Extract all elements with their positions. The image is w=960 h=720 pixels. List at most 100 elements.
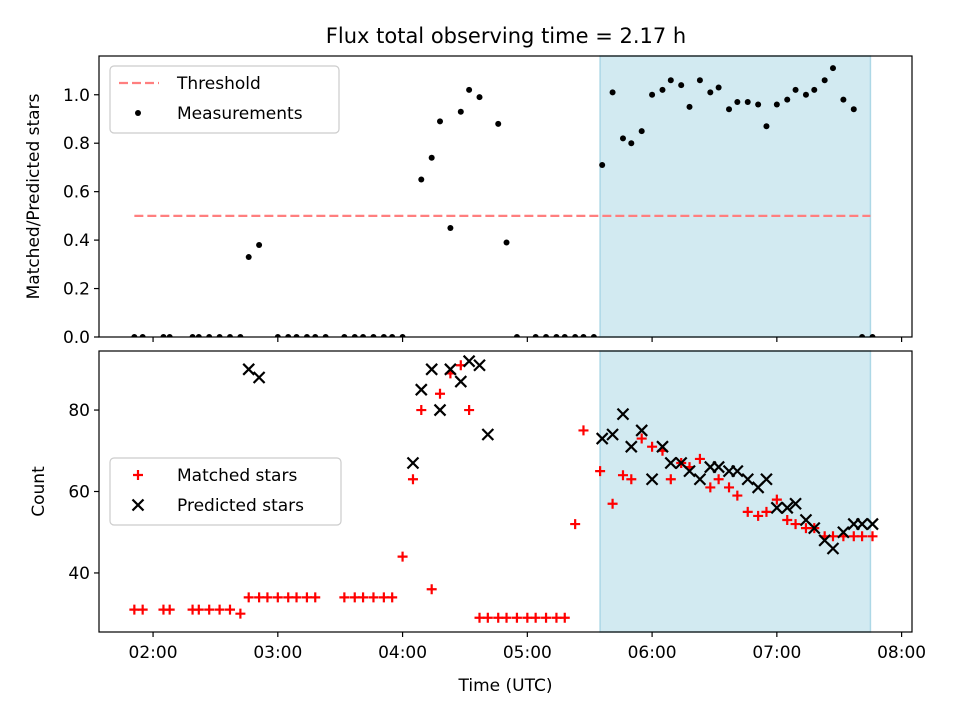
measurement-point bbox=[678, 82, 685, 89]
legend-measurement-swatch bbox=[135, 110, 141, 116]
measurement-point bbox=[139, 334, 146, 337]
predicted-star-point bbox=[683, 464, 696, 478]
measurement-point bbox=[285, 334, 292, 337]
measurement-point bbox=[237, 334, 244, 337]
measurement-point bbox=[189, 334, 196, 337]
matched-star-point bbox=[665, 474, 676, 485]
matched-star-point bbox=[617, 470, 628, 481]
y-tick-label: 1.0 bbox=[63, 86, 90, 106]
predicted-star-point bbox=[444, 363, 457, 376]
measurement-point bbox=[726, 106, 733, 113]
matched-star-point bbox=[193, 604, 204, 615]
matched-star-point bbox=[713, 474, 724, 485]
matched-star-point bbox=[578, 425, 589, 436]
legend-label: Matched stars bbox=[177, 466, 297, 486]
matched-star-point bbox=[387, 592, 398, 603]
predicted-star-point bbox=[595, 432, 609, 445]
y-tick-label: 0.0 bbox=[63, 328, 90, 348]
measurement-point bbox=[869, 334, 876, 337]
matched-star-point bbox=[742, 506, 753, 517]
x-tick-label: 03:00 bbox=[253, 643, 302, 663]
measurement-point bbox=[418, 176, 425, 183]
series-matched-stars bbox=[129, 360, 878, 623]
observing-window-band bbox=[599, 55, 872, 338]
measurement-point bbox=[628, 140, 635, 147]
measurement-point bbox=[370, 334, 377, 337]
measurement-point bbox=[734, 99, 741, 106]
matched-star-point bbox=[724, 482, 735, 493]
predicted-star-point bbox=[712, 460, 725, 474]
figure-title: Flux total observing time = 2.17 h bbox=[326, 24, 686, 48]
measurement-point bbox=[667, 77, 674, 84]
plot-area bbox=[131, 65, 876, 337]
y-tick-label: 0.2 bbox=[63, 280, 90, 300]
measurement-point bbox=[659, 86, 666, 93]
observing-window-band bbox=[599, 350, 872, 633]
measurement-point bbox=[293, 334, 300, 337]
measurement-point bbox=[859, 334, 866, 337]
matched-star-point bbox=[511, 612, 522, 623]
predicted-star-point bbox=[454, 375, 468, 388]
measurement-point bbox=[696, 77, 703, 84]
predicted-star-point bbox=[481, 428, 495, 441]
measurement-point bbox=[829, 65, 836, 72]
matched-star-point bbox=[501, 612, 512, 623]
measurement-point bbox=[580, 334, 587, 337]
matched-star-point bbox=[732, 490, 743, 501]
measurement-point bbox=[303, 334, 310, 337]
measurement-point bbox=[707, 89, 714, 96]
x-tick-label: 04:00 bbox=[378, 643, 427, 663]
predicted-star-point bbox=[731, 464, 744, 478]
measurement-point bbox=[466, 86, 473, 93]
measurement-point bbox=[341, 334, 348, 337]
predicted-star-point bbox=[462, 354, 476, 368]
measurement-point bbox=[360, 334, 367, 337]
measurement-point bbox=[399, 334, 406, 337]
measurement-point bbox=[686, 103, 693, 110]
legend-matched-swatch bbox=[133, 470, 143, 480]
measurement-point bbox=[322, 334, 329, 337]
legend: Matched stars Predicted stars bbox=[109, 457, 342, 526]
x-tick-label: 08:00 bbox=[877, 643, 926, 663]
measurement-point bbox=[802, 91, 809, 98]
measurement-point bbox=[715, 84, 722, 91]
predicted-star-point bbox=[433, 403, 447, 417]
predicted-star-point bbox=[760, 473, 773, 486]
matched-star-point bbox=[559, 612, 570, 623]
measurement-point bbox=[513, 334, 520, 337]
measurement-point bbox=[389, 334, 396, 337]
matched-star-point bbox=[570, 519, 581, 530]
matched-star-point bbox=[235, 608, 246, 619]
matched-star-point bbox=[272, 592, 283, 603]
x-tick-label: 02:00 bbox=[129, 643, 178, 663]
predicted-star-point bbox=[406, 456, 420, 470]
measurement-point bbox=[821, 77, 828, 84]
matched-star-point bbox=[204, 604, 215, 615]
measurement-point bbox=[572, 334, 579, 337]
predicted-star-point bbox=[606, 428, 619, 441]
legend: Threshold Measurements bbox=[109, 65, 340, 134]
matched-star-point bbox=[857, 531, 868, 542]
measurement-point bbox=[792, 86, 799, 93]
matched-star-point bbox=[790, 519, 801, 530]
matched-star-point bbox=[753, 510, 764, 521]
legend-box bbox=[109, 65, 340, 134]
x-axis-label: Time (UTC) bbox=[458, 676, 553, 696]
measurement-point bbox=[784, 96, 791, 103]
matched-star-point bbox=[224, 604, 235, 615]
matched-star-point bbox=[782, 515, 793, 526]
top-panel-flux-ratio: 0.0 0.2 0.4 0.6 0.8 1.0 Matched/Predicted star… bbox=[24, 55, 913, 348]
measurement-point bbox=[590, 334, 597, 337]
y-axis-label: Count bbox=[29, 466, 49, 517]
measurement-point bbox=[206, 334, 213, 337]
matched-star-point bbox=[626, 474, 637, 485]
measurement-point bbox=[216, 334, 223, 337]
measurement-point bbox=[599, 162, 606, 169]
predicted-star-point bbox=[837, 525, 850, 539]
predicted-star-point bbox=[242, 363, 255, 376]
matched-star-point bbox=[262, 592, 273, 603]
measurement-point bbox=[380, 334, 387, 337]
matched-star-point bbox=[291, 592, 302, 603]
predicted-star-point bbox=[616, 407, 630, 421]
y-tick-label: 0.6 bbox=[63, 183, 90, 203]
